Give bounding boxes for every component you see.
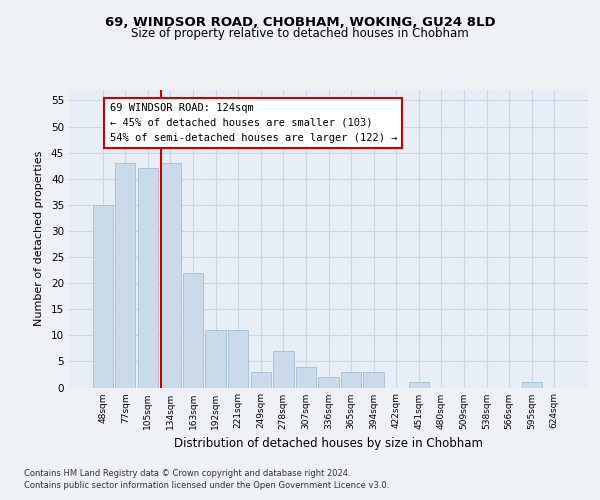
- Bar: [115, 163, 136, 388]
- Bar: [521, 382, 542, 388]
- Bar: [183, 272, 203, 388]
- Text: Contains public sector information licensed under the Open Government Licence v3: Contains public sector information licen…: [24, 481, 389, 490]
- X-axis label: Distribution of detached houses by size in Chobham: Distribution of detached houses by size …: [174, 437, 483, 450]
- Text: 69 WINDSOR ROAD: 124sqm
← 45% of detached houses are smaller (103)
54% of semi-d: 69 WINDSOR ROAD: 124sqm ← 45% of detache…: [110, 103, 397, 142]
- Bar: [273, 351, 293, 388]
- Y-axis label: Number of detached properties: Number of detached properties: [34, 151, 44, 326]
- Bar: [319, 377, 338, 388]
- Bar: [409, 382, 429, 388]
- Bar: [138, 168, 158, 388]
- Bar: [251, 372, 271, 388]
- Bar: [160, 163, 181, 388]
- Bar: [296, 366, 316, 388]
- Bar: [205, 330, 226, 388]
- Text: 69, WINDSOR ROAD, CHOBHAM, WOKING, GU24 8LD: 69, WINDSOR ROAD, CHOBHAM, WOKING, GU24 …: [104, 16, 496, 29]
- Bar: [364, 372, 384, 388]
- Text: Size of property relative to detached houses in Chobham: Size of property relative to detached ho…: [131, 28, 469, 40]
- Bar: [228, 330, 248, 388]
- Bar: [341, 372, 361, 388]
- Text: Contains HM Land Registry data © Crown copyright and database right 2024.: Contains HM Land Registry data © Crown c…: [24, 468, 350, 477]
- Bar: [92, 205, 113, 388]
